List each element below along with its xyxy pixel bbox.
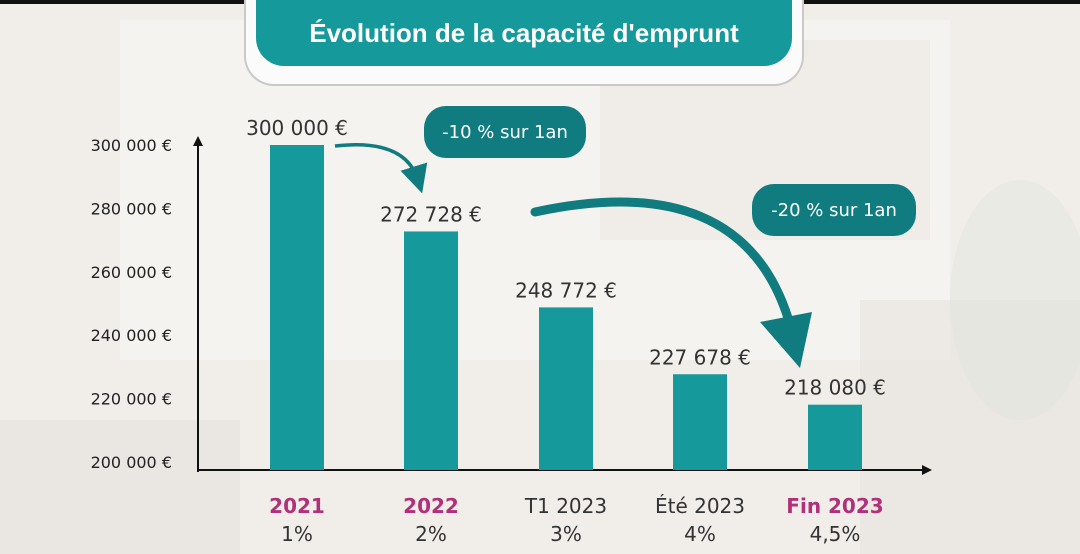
bar-value-label: 300 000 € xyxy=(246,116,348,140)
x-category-label: Fin 2023 xyxy=(786,494,883,518)
bar xyxy=(808,404,862,470)
x-category-label: T1 2023 xyxy=(524,494,607,518)
x-rate-label: 1% xyxy=(281,522,313,546)
y-tick-label: 220 000 € xyxy=(91,390,172,409)
bar xyxy=(673,374,727,470)
arrow-small xyxy=(334,142,428,194)
x-axis-arrow xyxy=(922,465,932,475)
callout-twenty-percent: -20 % sur 1an xyxy=(752,184,916,236)
x-category-label: 2022 xyxy=(403,494,459,518)
bar xyxy=(270,145,324,470)
bar xyxy=(404,231,458,470)
bar-value-label: 227 678 € xyxy=(649,345,751,369)
callout-ten-percent: -10 % sur 1an xyxy=(424,106,586,158)
y-axis-arrow xyxy=(193,136,203,146)
x-rate-label: 2% xyxy=(415,522,447,546)
x-category-label: Été 2023 xyxy=(655,494,745,518)
y-tick-label: 240 000 € xyxy=(91,326,172,345)
bar-value-label: 218 080 € xyxy=(784,376,886,400)
x-rate-label: 4% xyxy=(684,522,716,546)
x-rate-label: 3% xyxy=(550,522,582,546)
bar xyxy=(539,307,593,470)
arrow-big-head xyxy=(760,312,812,368)
y-tick-label: 300 000 € xyxy=(91,136,172,155)
x-rate-label: 4,5% xyxy=(810,522,861,546)
arrow-big-curve xyxy=(530,197,793,323)
y-tick-label: 260 000 € xyxy=(91,263,172,282)
bar-value-label: 248 772 € xyxy=(515,278,617,302)
y-tick-label: 280 000 € xyxy=(91,199,172,218)
y-tick-label: 200 000 € xyxy=(91,453,172,472)
bar-value-label: 272 728 € xyxy=(380,202,482,226)
x-category-label: 2021 xyxy=(269,494,325,518)
chart-title: Évolution de la capacité d'emprunt xyxy=(256,0,792,66)
